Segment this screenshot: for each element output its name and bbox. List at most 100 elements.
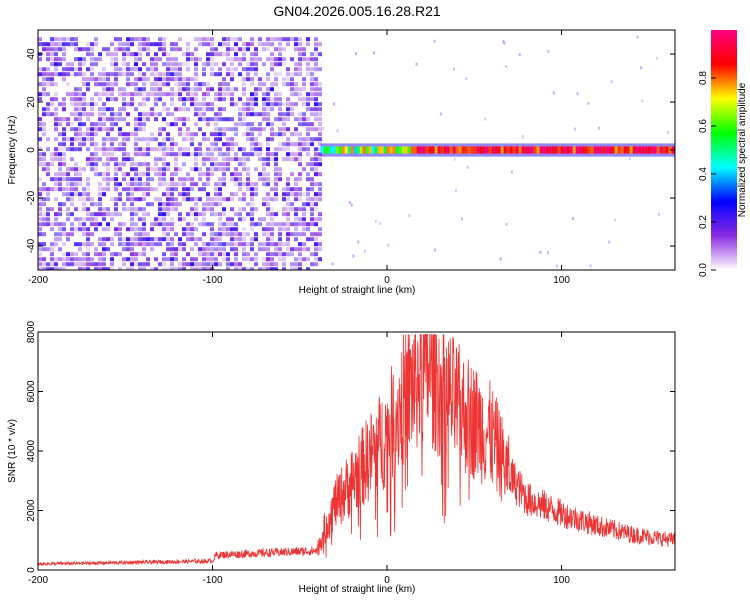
heatmap-cell	[206, 102, 210, 107]
heatmap-cell	[306, 67, 310, 72]
heatmap-cell	[158, 77, 162, 82]
heatmap-cell	[298, 132, 302, 137]
heatmap-cell	[258, 147, 262, 152]
heatmap-cell	[194, 167, 198, 172]
heatmap-cell	[294, 42, 298, 47]
heatmap-cell	[38, 192, 42, 197]
heatmap-cell	[62, 127, 66, 132]
heatmap-cell	[58, 42, 62, 47]
heatmap-cell	[306, 102, 310, 107]
colorbar-tick-label: 0.0	[698, 263, 709, 277]
heatmap-cell	[258, 132, 262, 137]
heatmap-cell	[174, 42, 178, 47]
heatmap-cell	[54, 147, 58, 152]
heatmap-cell	[82, 192, 86, 197]
heatmap-cell	[545, 146, 549, 154]
heatmap-cell	[246, 157, 250, 162]
heatmap-cell	[146, 142, 150, 147]
heatmap-cell	[150, 222, 154, 227]
heatmap-cell	[464, 146, 468, 154]
heatmap-cell	[42, 127, 46, 132]
heatmap-cell	[298, 87, 302, 92]
heatmap-cell	[166, 72, 170, 77]
heatmap-cell	[318, 217, 322, 222]
heatmap-cell	[118, 167, 122, 172]
heatmap-cell	[278, 132, 282, 137]
heatmap-cell	[74, 257, 78, 262]
heatmap-cell	[206, 207, 210, 212]
heatmap-cell	[230, 232, 234, 237]
heatmap-cell	[254, 137, 258, 142]
heatmap-cell	[114, 162, 118, 167]
heatmap-cell	[266, 237, 270, 242]
heatmap-cell	[106, 207, 110, 212]
heatmap-cell	[242, 132, 246, 137]
heatmap-cell	[94, 167, 98, 172]
heatmap-cell	[102, 67, 106, 72]
heatmap-cell	[50, 37, 54, 42]
heatmap-cell	[130, 197, 134, 202]
heatmap-cell	[278, 102, 282, 107]
heatmap-cell	[246, 167, 250, 172]
heatmap-cell	[198, 167, 202, 172]
heatmap-cell	[166, 242, 170, 247]
heatmap-cell	[318, 247, 322, 252]
heatmap-cell	[274, 262, 278, 267]
heatmap-cell	[38, 247, 42, 252]
heatmap-cell	[274, 117, 278, 122]
heatmap-cell	[158, 37, 162, 42]
heatmap-cell	[250, 247, 254, 252]
heatmap-cell	[290, 77, 294, 82]
heatmap-cell	[106, 87, 110, 92]
x-tick-label: 0	[384, 575, 390, 586]
heatmap-cell	[46, 67, 50, 72]
heatmap-cell	[234, 67, 238, 72]
heatmap-cell	[190, 97, 194, 102]
heatmap-cell	[218, 237, 222, 242]
heatmap-cell	[250, 107, 254, 112]
heatmap-cell	[138, 232, 142, 237]
heatmap-cell	[270, 262, 274, 267]
heatmap-cell	[162, 227, 166, 232]
heatmap-cell	[114, 172, 118, 177]
heatmap-cell	[258, 57, 262, 62]
heatmap-cell	[258, 37, 262, 42]
heatmap-cell	[174, 67, 178, 72]
heatmap-cell	[90, 212, 94, 217]
heatmap-cell	[154, 42, 158, 47]
heatmap-cell	[74, 192, 78, 197]
heatmap-cell	[66, 262, 70, 267]
heatmap-cell	[218, 82, 222, 87]
heatmap-cell	[198, 117, 202, 122]
heatmap-cell	[270, 42, 274, 47]
heatmap-cell	[628, 157, 631, 160]
heatmap-cell	[246, 267, 250, 270]
heatmap-cell	[90, 157, 94, 162]
heatmap-cell	[202, 222, 206, 227]
heatmap-cell	[74, 137, 78, 142]
heatmap-cell	[102, 237, 106, 242]
heatmap-cell	[218, 72, 222, 77]
heatmap-cell	[170, 97, 174, 102]
heatmap-cell	[38, 252, 42, 257]
heatmap-cell	[146, 202, 150, 207]
heatmap-cell	[266, 222, 270, 227]
heatmap-cell	[238, 122, 242, 127]
heatmap-cell	[174, 207, 178, 212]
heatmap-cell	[298, 177, 302, 182]
heatmap-cell	[270, 52, 274, 57]
heatmap-cell	[302, 232, 306, 237]
heatmap-cell	[58, 237, 62, 242]
heatmap-cell	[150, 132, 154, 137]
heatmap-cell	[294, 247, 298, 252]
heatmap-cell	[214, 97, 218, 102]
heatmap-cell	[194, 132, 198, 137]
heatmap-cell	[138, 77, 142, 82]
heatmap-cell	[178, 267, 182, 270]
heatmap-cell	[122, 142, 126, 147]
heatmap-cell	[150, 107, 154, 112]
heatmap-cell	[222, 232, 226, 237]
heatmap-cell	[154, 57, 158, 62]
heatmap-cell	[126, 72, 130, 77]
